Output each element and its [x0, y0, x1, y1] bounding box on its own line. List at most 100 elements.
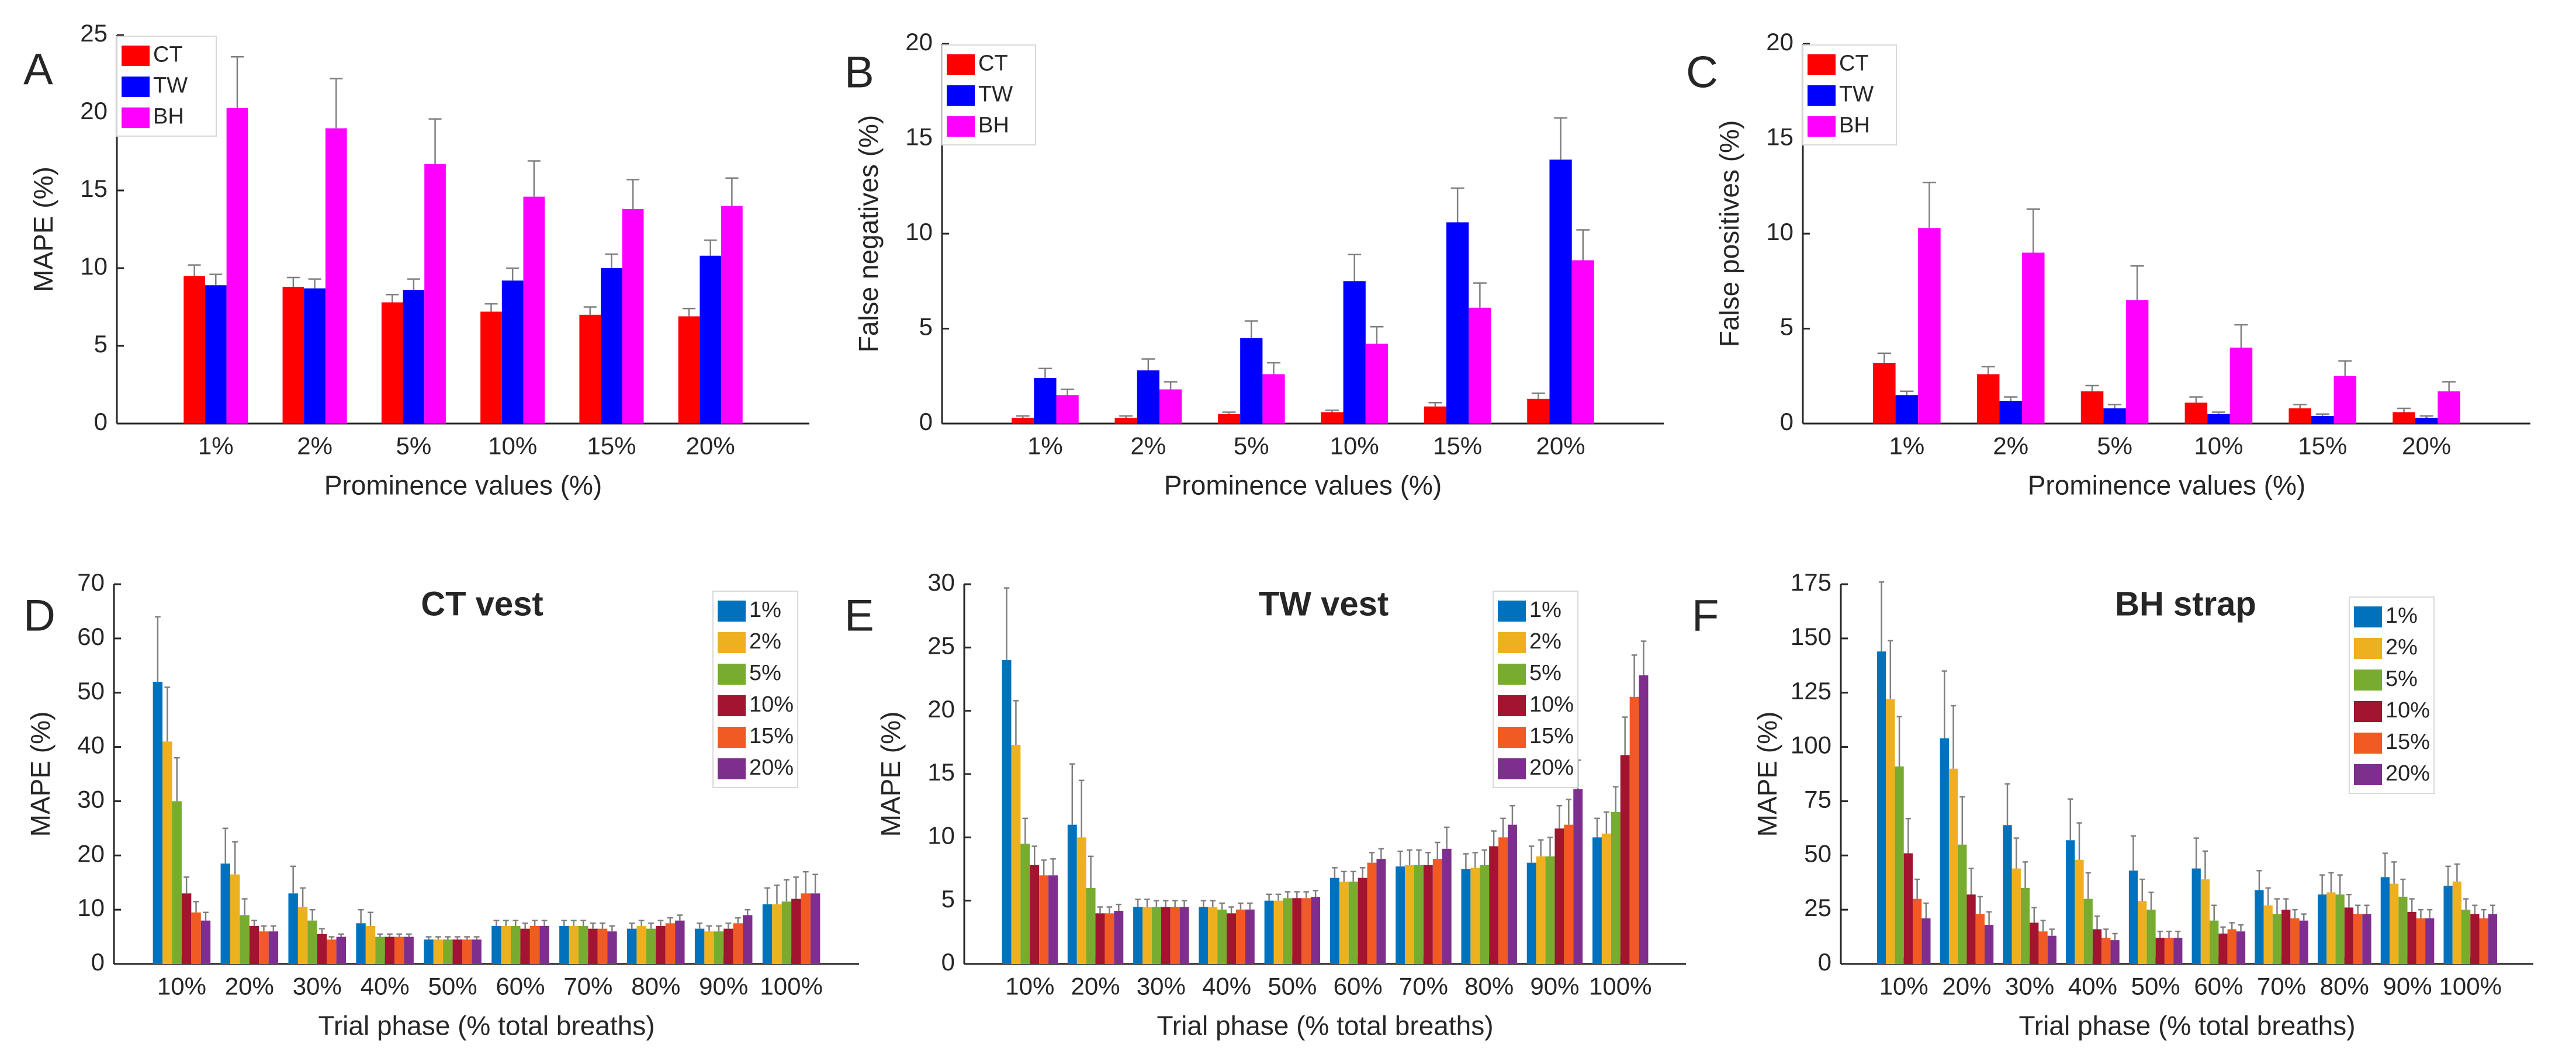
legend-swatch	[2354, 606, 2382, 627]
bar-2pct-40pct	[1208, 907, 1218, 964]
y-tick-label: 10	[905, 218, 933, 245]
bar-ct-10pct	[480, 311, 502, 424]
legend-box	[712, 591, 798, 788]
bar-15pct-20pct	[259, 931, 269, 964]
bar-20pct-60pct	[1376, 859, 1386, 964]
bar-5pct-40pct	[375, 936, 385, 964]
y-axis-label: MAPE (%)	[25, 712, 56, 837]
legend-swatch	[1498, 727, 1526, 748]
bar-5pct-90pct	[714, 931, 724, 964]
legend-label: 2%	[2385, 635, 2418, 660]
x-tick-label: 80%	[631, 972, 680, 1000]
bar-ct-2pct	[282, 286, 304, 424]
chart-panel-c: C 0 5 10 15 20 1% 2% 5% 10% 15% 20% Prominence value…	[1686, 28, 2530, 501]
bar-10pct-70pct	[588, 928, 598, 964]
bar-bh-5pct	[2125, 300, 2149, 424]
bar-5pct-60pct	[1348, 882, 1358, 964]
bar-2pct-20pct	[230, 874, 240, 964]
bar-tw-20pct	[700, 255, 722, 424]
x-tick-label: 15%	[2298, 432, 2347, 459]
bar-tw-2pct	[304, 288, 326, 424]
bar-ct-15pct	[579, 314, 601, 424]
legend-box	[2349, 596, 2435, 794]
y-tick-label: 10	[927, 821, 955, 849]
bar-10pct-60pct	[520, 928, 530, 964]
bar-1pct-20pct	[1067, 824, 1077, 964]
x-tick-label: 2%	[297, 432, 333, 459]
chart-panel-f: F 0 25 50 75 100 125 150 175 10% 20% 30% 40% 50% 60% 70…	[1692, 568, 2533, 1041]
bar-15pct-40pct	[1235, 909, 1245, 964]
legend-label: 10%	[2385, 698, 2430, 723]
bar-5pct-10pct	[172, 801, 182, 964]
bar-5pct-60pct	[2210, 920, 2219, 964]
bar-ct-20pct	[678, 316, 700, 424]
bar-15pct-90pct	[733, 923, 743, 964]
bar-5pct-20pct	[240, 915, 250, 964]
bar-ct-15pct	[1424, 406, 1447, 424]
bar-5pct-30pct	[2020, 888, 2030, 964]
x-tick-label: 15%	[1433, 432, 1482, 459]
bar-5pct-10pct	[1020, 844, 1030, 964]
bar-2pct-90pct	[1536, 856, 1546, 964]
x-tick-label: 5%	[2097, 432, 2132, 459]
bar-20pct-80pct	[2362, 914, 2371, 964]
y-tick-label: 0	[91, 948, 105, 976]
bar-5pct-70pct	[578, 926, 588, 964]
bar-15pct-100pct	[1629, 696, 1639, 964]
y-tick-label: 20	[927, 695, 955, 723]
y-tick-label: 5	[919, 313, 933, 341]
y-axis-label: MAPE (%)	[28, 166, 58, 292]
x-tick-label: 80%	[1464, 972, 1514, 1000]
x-tick-label: 60%	[1334, 972, 1383, 1000]
x-tick-label: 5%	[396, 432, 432, 459]
y-tick-label: 75	[1804, 786, 1831, 813]
bar-ct-1pct	[1873, 363, 1896, 424]
bar-15pct-50pct	[462, 939, 472, 964]
bar-10pct-80pct	[656, 926, 666, 964]
bar-10pct-20pct	[1095, 913, 1105, 964]
bar-1pct-20pct	[1940, 738, 1949, 964]
chart-panel-e: E 0 5 10 15 20 25 30 10% 20% 30% 40% 50% 60% 70% 80% 90%…	[844, 568, 1686, 1041]
bar-ct-2pct	[1976, 374, 2000, 424]
bar-bh-2pct	[1159, 389, 1182, 424]
bar-2pct-20pct	[1948, 768, 1958, 964]
bar-2pct-10pct	[1886, 699, 1895, 964]
bar-2pct-50pct	[433, 939, 444, 964]
bar-20pct-100pct	[810, 893, 820, 964]
bar-1pct-30pct	[2003, 825, 2012, 964]
bar-1pct-50pct	[1264, 900, 1274, 964]
x-tick-label: 10%	[1330, 432, 1379, 459]
legend-swatch	[718, 727, 746, 748]
bar-15pct-20pct	[1105, 913, 1114, 964]
bar-10pct-80pct	[1489, 846, 1499, 964]
bar-bh-10pct	[2229, 348, 2253, 424]
bar-2pct-70pct	[569, 926, 579, 964]
x-tick-label: 10%	[157, 972, 206, 1000]
bar-5pct-40pct	[1217, 909, 1227, 964]
bar-20pct-60pct	[539, 926, 549, 964]
bar-5pct-60pct	[511, 926, 521, 964]
bar-2pct-50pct	[2138, 901, 2147, 964]
bar-2pct-100pct	[2452, 881, 2462, 964]
x-axis-label: Prominence values (%)	[324, 470, 603, 501]
bar-2pct-20pct	[1076, 837, 1086, 964]
y-axis-label: MAPE (%)	[875, 712, 906, 837]
x-tick-label: 80%	[2320, 972, 2369, 1000]
bar-1pct-90pct	[2380, 877, 2390, 964]
legend-label: 1%	[1529, 598, 1561, 622]
bar-ct-10pct	[2184, 403, 2208, 424]
bar-2pct-40pct	[2075, 859, 2084, 964]
legend-label: 1%	[2385, 603, 2418, 628]
y-tick-label: 20	[905, 28, 933, 55]
x-tick-label: 50%	[428, 972, 477, 1000]
bar-15pct-80pct	[665, 923, 676, 964]
bar-10pct-90pct	[1554, 828, 1564, 964]
y-tick-label: 100	[1791, 731, 1831, 759]
bar-20pct-20pct	[1114, 911, 1124, 964]
x-tick-label: 100%	[2439, 972, 2502, 1000]
y-axis-label: MAPE (%)	[1752, 712, 1782, 837]
bar-bh-1pct	[1056, 395, 1079, 424]
bar-2pct-90pct	[704, 931, 714, 964]
bar-1pct-40pct	[2066, 840, 2075, 964]
